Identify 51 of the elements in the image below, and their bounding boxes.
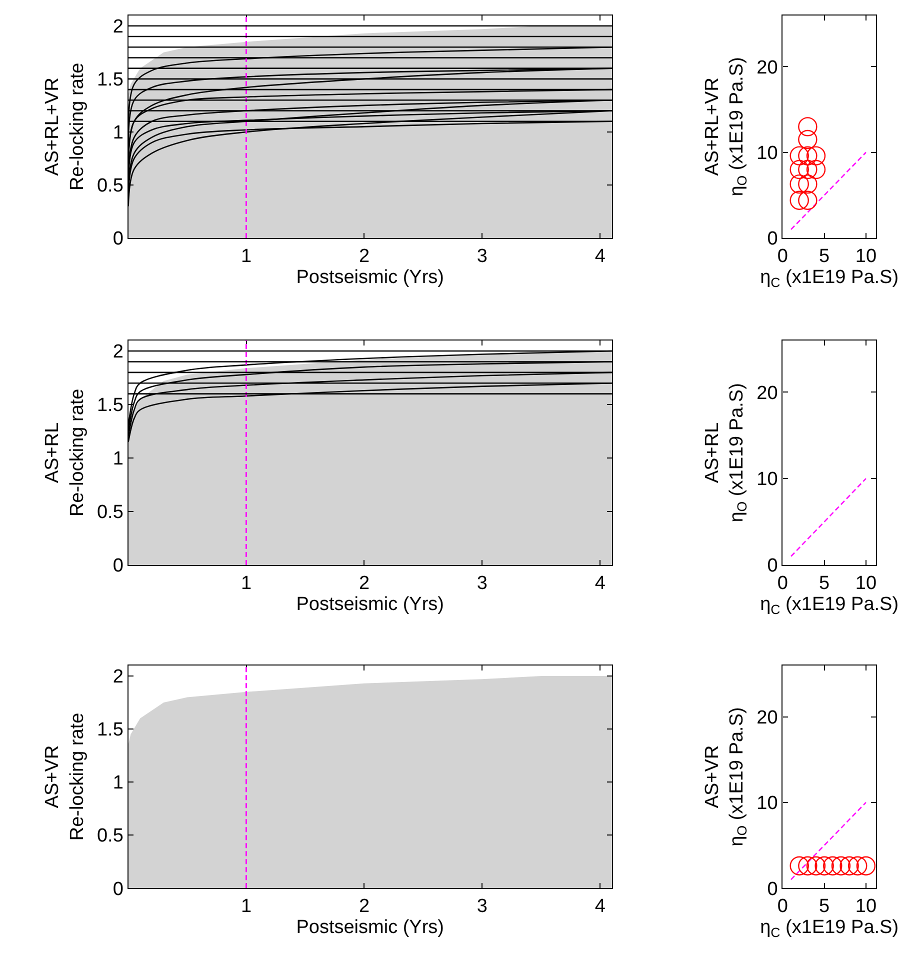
y-tick-label: 20 [756,707,778,728]
x-tick-label: 2 [358,896,370,918]
x-tick-label: 1 [240,572,252,594]
y-tick-label: 1.5 [96,720,124,741]
x-axis-title: η$_{C}$ (x1E19 Pa.S) [760,266,899,290]
x-tick-label: 5 [819,246,830,267]
y-tick-label: 20 [756,382,778,404]
y-tick-label: 1 [112,772,124,794]
y-tick-label: 20 [756,57,778,78]
x-tick-label: 10 [855,572,877,594]
y-tick-label: 1.5 [96,70,124,91]
x-tick-label: 3 [476,896,488,918]
x-axis-title: Postseismic (Yrs) [296,266,444,288]
x-axis-title: Postseismic (Yrs) [296,594,444,615]
x-tick-label: 10 [855,246,877,267]
x-axis-title: Postseismic (Yrs) [296,917,444,938]
y-tick-label: 0 [112,878,124,900]
y-tick-label: 1.5 [96,395,124,416]
y-tick-label: 2 [112,666,124,688]
y-tick-label: 0.5 [96,502,124,524]
x-tick-label: 4 [594,896,606,918]
y-tick-label: 2 [112,16,124,38]
x-axis-title: η$_{C}$ (x1E19 Pa.S) [760,917,899,940]
y-tick-label: 0 [767,556,778,577]
x-tick-label: 2 [358,572,370,594]
x-tick-label: 4 [594,246,606,267]
y-tick-label: 1 [112,448,124,470]
y-tick-label: 0 [112,556,124,577]
x-tick-label: 2 [358,246,370,267]
y-tick-label: 10 [756,143,778,164]
x-tick-label: 4 [594,572,606,594]
x-tick-label: 5 [819,572,830,594]
y-tick-label: 0.5 [96,176,124,197]
y-tick-label: 0 [767,878,778,900]
x-tick-label: 5 [819,896,830,918]
y-tick-label: 10 [756,469,778,490]
x-tick-label: 3 [476,246,488,267]
x-tick-label: 1 [240,896,252,918]
x-tick-label: 3 [476,572,488,594]
y-axis-title: AS+RL Re-locking rate [42,388,88,517]
y-axis-title: AS+RL+VR Re-locking rate [42,62,88,191]
x-tick-label: 1 [240,246,252,267]
y-tick-label: 1 [112,122,124,144]
y-tick-label: 0.5 [96,826,124,847]
y-tick-label: 0 [112,228,124,250]
y-axis-title: AS+VR Re-locking rate [42,712,88,841]
y-tick-label: 0 [767,228,778,250]
x-tick-label: 10 [855,896,877,918]
y-tick-label: 10 [756,793,778,814]
y-tick-label: 2 [112,342,124,363]
x-axis-title: η$_{C}$ (x1E19 Pa.S) [760,594,899,617]
